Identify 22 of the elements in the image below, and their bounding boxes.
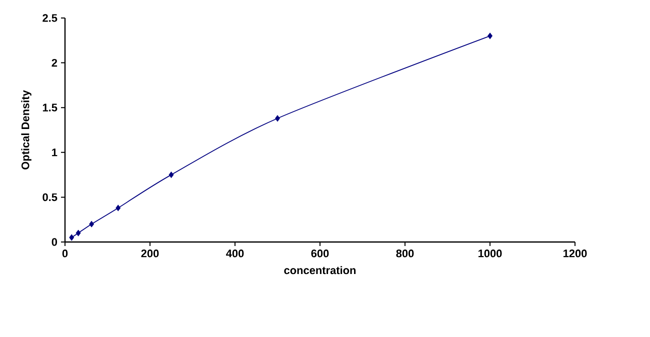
point <box>275 115 280 122</box>
x-tick-label: 400 <box>226 250 244 258</box>
y-tick-label: 1.5 <box>42 104 58 112</box>
x-tick-label: 600 <box>311 250 329 258</box>
y-axis-title: Optical Density <box>21 90 32 170</box>
point <box>116 204 121 211</box>
point <box>168 172 174 178</box>
point <box>89 221 94 228</box>
x-tick-label: 0 <box>62 250 68 258</box>
y-tick-label: 0.5 <box>42 193 58 202</box>
x-axis-title: concentration <box>284 266 356 274</box>
x-tick-label: 200 <box>141 250 159 258</box>
x-tick-label: 1000 <box>478 250 502 258</box>
point <box>76 230 81 236</box>
point <box>488 32 492 39</box>
y-tick-label: 1 <box>52 148 58 156</box>
point <box>69 234 74 241</box>
x-tick-label: 800 <box>396 250 414 258</box>
y-tick-label: 2.5 <box>42 14 58 22</box>
y-tick-label: 2 <box>52 58 58 67</box>
x-tick-label: 1200 <box>564 250 587 258</box>
y-tick-label: 0 <box>52 238 58 246</box>
